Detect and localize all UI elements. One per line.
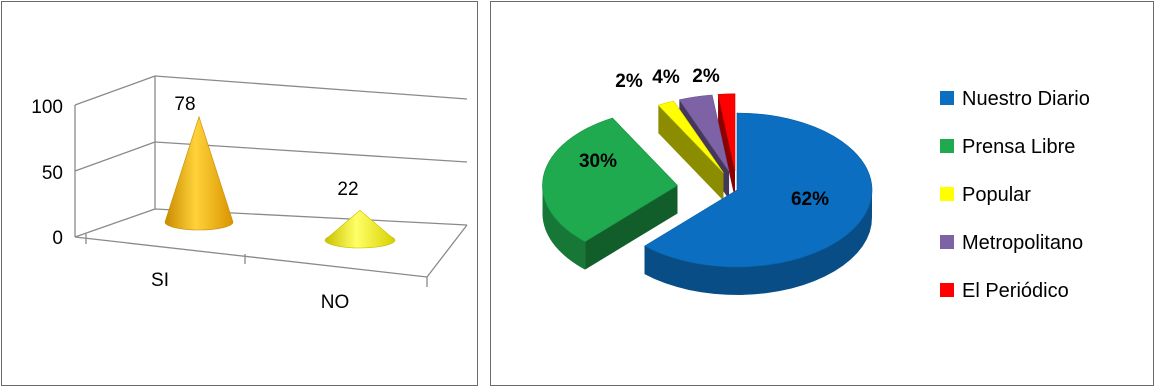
legend-label: Metropolitano xyxy=(962,232,1083,254)
legend-label: Nuestro Diario xyxy=(962,88,1090,110)
pie-slice xyxy=(643,112,873,295)
x-tick-label: SI xyxy=(151,270,169,291)
pie-slice xyxy=(717,93,736,199)
legend-swatch xyxy=(940,91,954,105)
legend-label: El Periódico xyxy=(962,280,1069,302)
slice-label: 30% xyxy=(579,151,617,172)
slice-label: 4% xyxy=(652,67,680,88)
slice-label: 62% xyxy=(791,189,829,210)
pie-slices xyxy=(542,93,873,295)
cone-chart: 0 50 100 SI NO 78 22 xyxy=(31,75,468,313)
pie-slice xyxy=(542,117,678,270)
pie-slice xyxy=(657,100,724,201)
y-tick-label: 100 xyxy=(31,97,63,118)
pie-chart: 62% 30% 2% 4% 2% Nuestro Diario Prensa L… xyxy=(542,66,1090,302)
legend-swatch xyxy=(940,235,954,249)
x-tick-label: NO xyxy=(321,292,350,313)
chart-frame xyxy=(74,75,468,287)
cone-bar xyxy=(324,209,396,249)
legend-label: Prensa Libre xyxy=(962,136,1075,158)
cone-series xyxy=(164,115,396,249)
cone-chart-panel: 0 50 100 SI NO 78 22 xyxy=(1,1,478,386)
pie-chart-panel: 62% 30% 2% 4% 2% Nuestro Diario Prensa L… xyxy=(490,1,1154,386)
legend-label: Popular xyxy=(962,184,1031,206)
legend-swatch xyxy=(940,139,954,153)
legend-swatch xyxy=(940,283,954,297)
cone-bar xyxy=(164,115,234,231)
data-label: 78 xyxy=(174,94,195,115)
y-tick-label: 50 xyxy=(42,163,63,184)
slice-label: 2% xyxy=(615,71,643,92)
data-label: 22 xyxy=(337,179,358,200)
slice-label: 2% xyxy=(692,66,720,87)
y-tick-label: 0 xyxy=(52,228,63,249)
legend-swatch xyxy=(940,187,954,201)
legend: Nuestro Diario Prensa Libre Popular Metr… xyxy=(940,88,1090,302)
